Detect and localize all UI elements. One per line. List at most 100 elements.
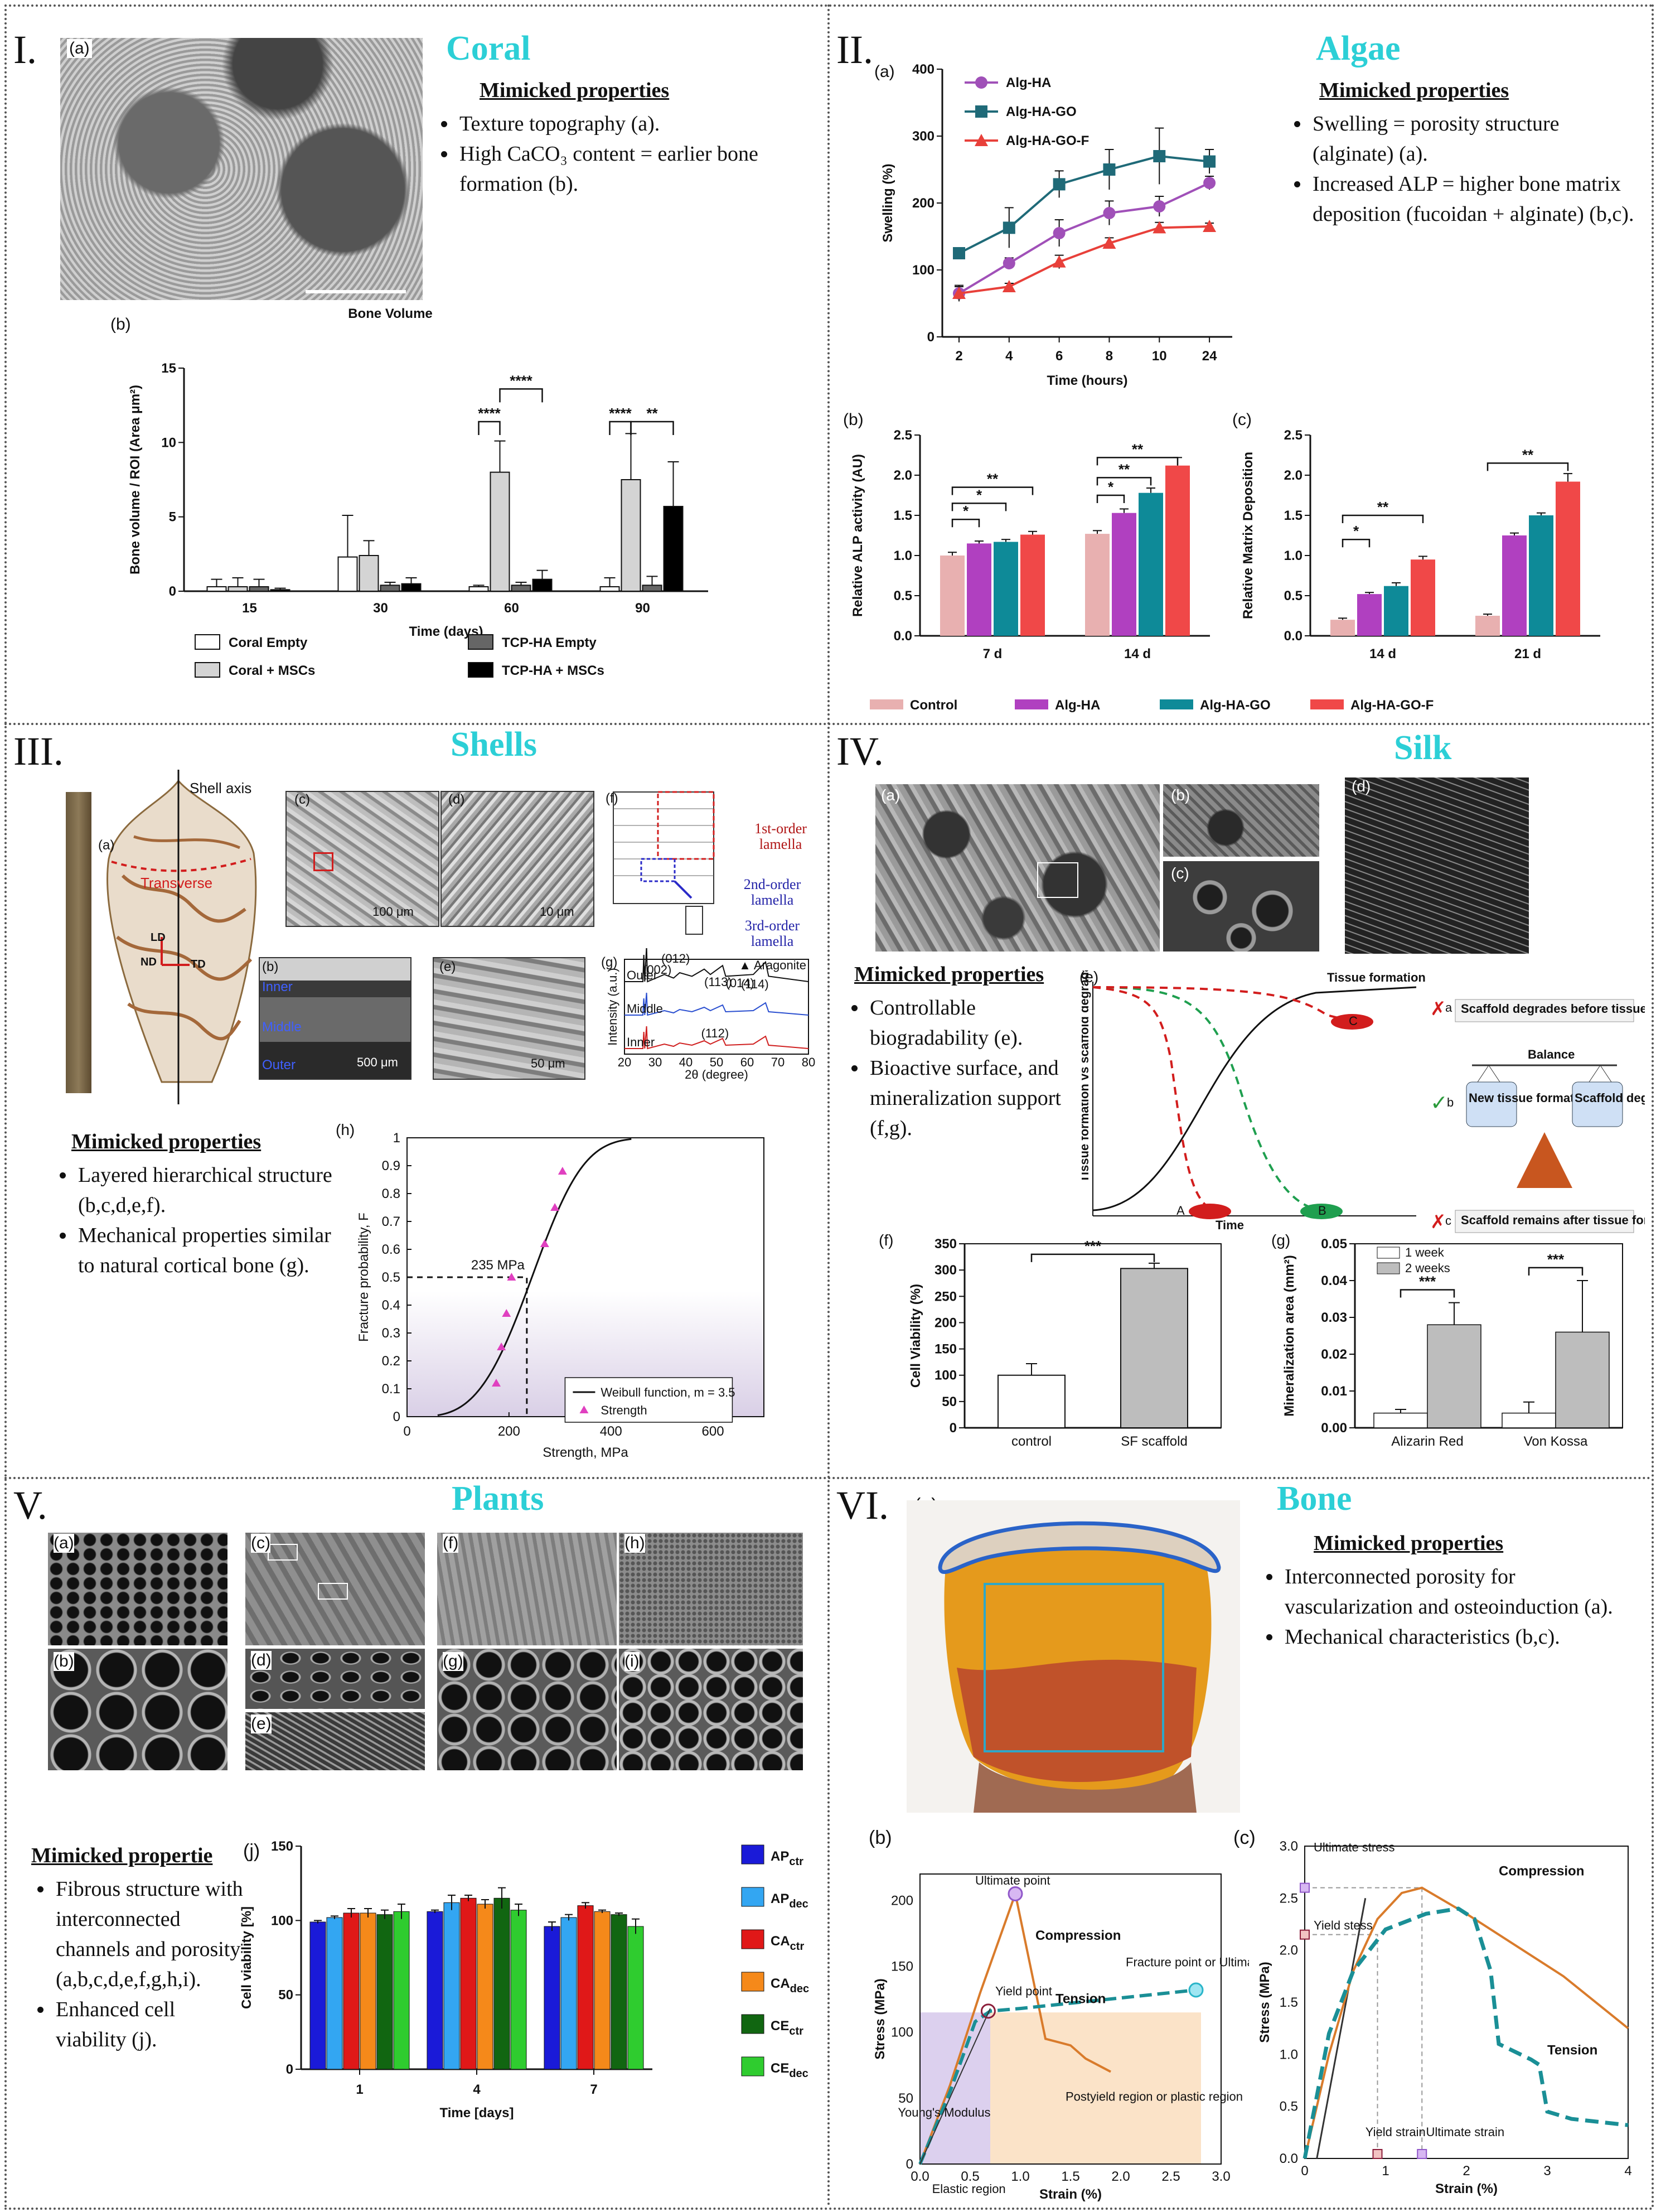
x-tick-label: SF scaffold [1121, 1434, 1188, 1449]
algae-sublabel-c: (c) [1232, 410, 1252, 429]
y-tick-label: 0.2 [382, 1354, 400, 1369]
y-tick-label: 200 [912, 196, 934, 211]
plant-sem-f [437, 1533, 617, 1645]
bar [427, 1911, 443, 2070]
yield-strain-marker [1372, 2149, 1383, 2159]
silk-sublabel-c: (c) [1171, 864, 1189, 882]
bar [337, 556, 358, 592]
y-tick-label: 0.01 [1321, 1384, 1347, 1399]
y-tick-label: 250 [934, 1289, 957, 1304]
data-point [507, 1273, 516, 1281]
significance-label: *** [1084, 1238, 1102, 1254]
bar [994, 542, 1018, 636]
series-line [958, 154, 1210, 254]
silk-mineralization-chart: 0.00 0.01 0.02 0.03 0.04 0.05 Mineralization a… [1282, 1237, 1623, 1449]
transverse-label: Transverse [141, 875, 213, 891]
bar [577, 1905, 594, 2070]
y-tick-label: 0 [906, 2157, 913, 2172]
bar [1165, 465, 1190, 636]
shells-sublabel-d: (d) [448, 792, 465, 807]
y-tick-label: 0.7 [382, 1214, 400, 1229]
x-tick-label: 1 [356, 2082, 363, 2097]
ruler-image [66, 792, 91, 1093]
bar [1120, 1268, 1188, 1428]
x-tick-label: 10 [1152, 349, 1167, 364]
legend-label: CEdec [771, 2061, 808, 2080]
x-tick-label: 8 [1106, 349, 1113, 364]
shells-sublabel-c: (c) [294, 792, 310, 807]
silk-sublabel-d: (d) [1352, 777, 1371, 795]
significance-bracket [1528, 1267, 1584, 1276]
plant-sem-a [48, 1533, 227, 1645]
bar [493, 1897, 510, 2070]
algae-alp-chart: 0.0 0.5 1.0 1.5 2.0 2.5 Relative ALP activity … [850, 428, 1210, 661]
series-line [918, 1988, 1197, 2165]
yield-stress-label: Yield stess [1314, 1918, 1373, 1932]
legend-swatch [741, 1972, 764, 1992]
silk-props-heading: Mimicked properties [854, 963, 1044, 986]
bar [206, 586, 227, 592]
x-tick-label: 30 [373, 601, 388, 616]
bar [594, 1911, 611, 2070]
y-axis-title: Stress (MPa) [873, 1978, 888, 2059]
legend-swatch [1377, 1262, 1400, 1274]
bar [560, 1917, 577, 2070]
shells-sublabel-g: (g) [601, 955, 618, 970]
algae-bar-legend: Control Alg-HA Alg-HA-GO Alg-HA-GO-F [870, 698, 1434, 713]
bar [477, 1904, 493, 2070]
y-tick-label: 200 [934, 1315, 957, 1330]
shells-sublabel-f: (f) [606, 791, 618, 806]
silk-sublabel-g: (g) [1271, 1231, 1291, 1249]
plants-props-heading: Mimicked propertie [31, 1844, 213, 1867]
plant-sem-d [245, 1649, 425, 1709]
ultimate-point-marker [1008, 1886, 1023, 1901]
significance-bracket [1342, 514, 1424, 523]
x-tick-label: 1.0 [1011, 2169, 1029, 2184]
bar [967, 543, 991, 636]
y-tick-label: 2.5 [1284, 428, 1302, 443]
silk-sublabel-b: (b) [1171, 786, 1190, 804]
youngs-modulus-label: Young's Modulus [898, 2105, 990, 2119]
y-axis-title: Fracture probability, F [356, 1213, 371, 1342]
xrd-pattern [624, 948, 809, 983]
plants-sublabel-e: (e) [251, 1714, 272, 1733]
scale-e: 50 μm [531, 1056, 565, 1070]
y-tick-label: 350 [934, 1237, 957, 1252]
plant-sem-i [619, 1649, 803, 1770]
shell-sem-c [285, 791, 439, 927]
y-tick-label: 0.4 [382, 1298, 400, 1313]
legend-swatch [741, 1887, 764, 1907]
bar [343, 1912, 360, 2070]
degradation-xaxis: Time [1216, 1218, 1244, 1232]
plastic-region [990, 2012, 1201, 2164]
data-point [1102, 236, 1116, 249]
xrd-peak-label: (012) [661, 952, 690, 965]
plants-sublabel-a: (a) [54, 1534, 74, 1553]
median-guide [407, 1276, 528, 1417]
y-tick-label: 1.0 [1284, 548, 1302, 563]
bar [360, 1912, 376, 2070]
data-point [492, 1379, 501, 1387]
y-tick-label: 150 [271, 1839, 293, 1854]
scaffold-rate-label: Scaffold degradation rate [1575, 1091, 1645, 1105]
silk-sem-a [875, 784, 1160, 952]
significance-bracket [1096, 494, 1125, 503]
legend-swatch [741, 2056, 764, 2076]
bar [227, 586, 248, 592]
x-axis-title: Strain (%) [1435, 2181, 1498, 2196]
series-line [1302, 1906, 1629, 2159]
y-tick-label: 300 [912, 129, 934, 144]
shells-props-heading: Mimicked properties [71, 1130, 262, 1153]
legend-label: 1 week [1405, 1245, 1445, 1259]
algae-title: Algae [1316, 30, 1401, 67]
y-axis-title: Intensity (a.u.) [606, 968, 619, 1045]
bone-stress-strain-b-chart: 0 50 100 150 200 0.0 0.5 1.0 1.5 2.0 2.5 3.0 Strain … [873, 1873, 1249, 2202]
nd-label: ND [141, 956, 157, 968]
shells-sublabel-e: (e) [439, 959, 456, 974]
significance-bracket [951, 503, 1007, 511]
x-tick-label: 2.0 [1111, 2169, 1130, 2184]
shells-properties: Mimicked properties Layered hierarchical… [54, 1127, 343, 1281]
bar [270, 589, 290, 592]
modulus-line [1316, 1898, 1367, 2159]
